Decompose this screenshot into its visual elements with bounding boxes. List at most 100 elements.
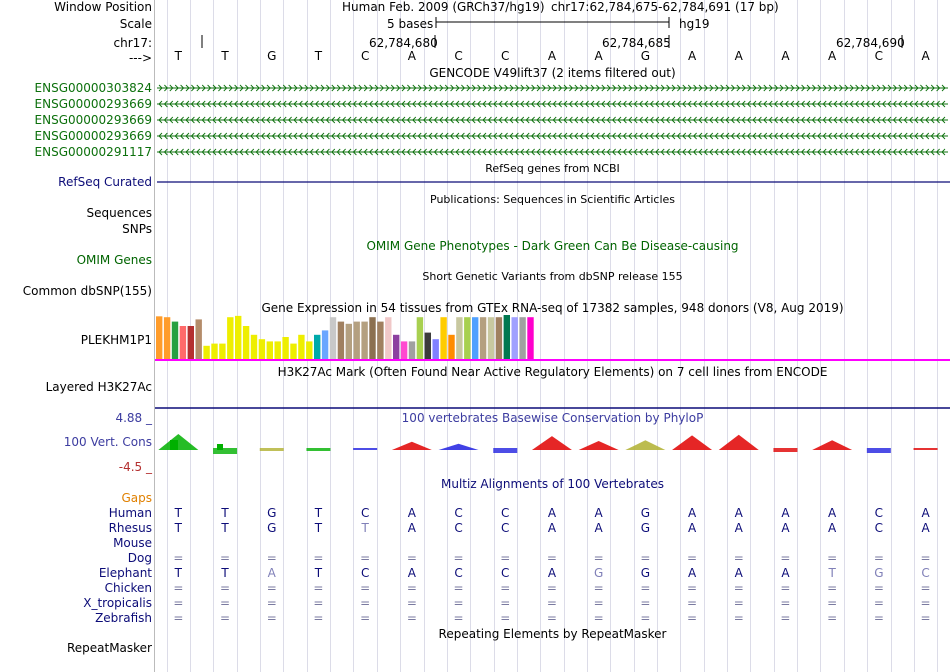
assembly-label[interactable]: Human Feb. 2009 (GRCh37/hg19) bbox=[342, 0, 545, 14]
strand-chevron bbox=[622, 148, 627, 156]
strand-chevron bbox=[752, 84, 757, 92]
publications-track-title[interactable]: Publications: Sequences in Scientific Ar… bbox=[430, 193, 675, 206]
omim-label[interactable]: OMIM Genes bbox=[76, 253, 152, 267]
species-label[interactable]: Chicken bbox=[104, 581, 152, 595]
aligned-base: = bbox=[406, 551, 417, 565]
h3k27ac-label[interactable]: Layered H3K27Ac bbox=[45, 380, 152, 394]
strand-chevron bbox=[585, 84, 590, 92]
gtex-gene-label[interactable]: PLEKHM1P1 bbox=[80, 333, 152, 347]
strand-chevron bbox=[196, 148, 201, 156]
strand-chevron bbox=[800, 116, 805, 124]
gaps-label[interactable]: Gaps bbox=[121, 491, 152, 505]
refseq-label[interactable]: RefSeq Curated bbox=[58, 175, 152, 189]
guideline bbox=[470, 0, 472, 672]
aligned-base: T bbox=[314, 521, 323, 535]
gencode-gene-label[interactable]: ENSG00000303824 bbox=[34, 81, 152, 95]
strand-chevron bbox=[611, 132, 616, 140]
phylop-label[interactable]: 100 Vert. Cons bbox=[63, 435, 152, 449]
phylop-track-title[interactable]: 100 vertebrates Basewise Conservation by… bbox=[401, 411, 704, 425]
species-label[interactable]: Rhesus bbox=[108, 521, 152, 535]
strand-chevron bbox=[315, 84, 320, 92]
strand-chevron bbox=[871, 84, 876, 92]
phylop-base-logo bbox=[438, 443, 479, 450]
strand-chevron bbox=[379, 148, 384, 156]
strand-chevron bbox=[266, 116, 271, 124]
aligned-base: = bbox=[827, 611, 838, 625]
aligned-base: = bbox=[546, 596, 557, 610]
strand-chevron bbox=[482, 132, 487, 140]
strand-chevron bbox=[341, 116, 346, 124]
gtex-track-title[interactable]: Gene Expression in 54 tissues from GTEx … bbox=[261, 301, 844, 315]
gencode-gene-label[interactable]: ENSG00000293669 bbox=[34, 97, 152, 111]
strand-chevron bbox=[314, 100, 319, 108]
aligned-base: A bbox=[921, 521, 930, 535]
repeatmasker-label[interactable]: RepeatMasker bbox=[66, 641, 152, 655]
strand-chevron bbox=[682, 116, 687, 124]
species-label[interactable]: Dog bbox=[127, 551, 152, 565]
strand-chevron bbox=[358, 148, 363, 156]
strand-chevron bbox=[903, 100, 908, 108]
aligned-base: T bbox=[221, 506, 229, 520]
strand-chevron bbox=[412, 132, 417, 140]
strand-chevron bbox=[741, 148, 746, 156]
aligned-base: = bbox=[360, 596, 371, 610]
refseq-track-title[interactable]: RefSeq genes from NCBI bbox=[485, 162, 620, 175]
strand-chevron bbox=[498, 132, 503, 140]
strand-chevron bbox=[358, 132, 363, 140]
strand-chevron bbox=[638, 116, 643, 124]
strand-chevron bbox=[811, 132, 816, 140]
species-label[interactable]: Human bbox=[108, 506, 152, 520]
strand-chevron bbox=[914, 84, 919, 92]
species-label[interactable]: Zebrafish bbox=[95, 611, 152, 625]
gtex-tissue-bar bbox=[440, 317, 447, 359]
strand-chevron bbox=[336, 84, 341, 92]
species-label[interactable]: Elephant bbox=[98, 566, 152, 580]
aligned-base: T bbox=[174, 566, 183, 580]
aligned-base: = bbox=[780, 611, 791, 625]
strand-chevron bbox=[763, 116, 768, 124]
aligned-base: = bbox=[313, 581, 324, 595]
reference-base: C bbox=[874, 49, 884, 63]
sequences-label[interactable]: Sequences bbox=[86, 206, 152, 220]
gencode-gene-label[interactable]: ENSG00000293669 bbox=[34, 113, 152, 127]
strand-chevron bbox=[752, 116, 757, 124]
strand-chevron bbox=[547, 148, 552, 156]
gencode-gene-label[interactable]: ENSG00000293669 bbox=[34, 129, 152, 143]
strand-chevron bbox=[768, 100, 773, 108]
strand-chevron bbox=[174, 84, 179, 92]
strand-chevron bbox=[174, 100, 179, 108]
dbsnp-track-title[interactable]: Short Genetic Variants from dbSNP releas… bbox=[422, 270, 683, 283]
species-label[interactable]: X_tropicalis bbox=[83, 596, 152, 610]
strand-chevron bbox=[574, 84, 579, 92]
species-label[interactable]: Mouse bbox=[113, 536, 152, 550]
aligned-base: = bbox=[453, 581, 464, 595]
strand-chevron bbox=[482, 84, 487, 92]
multiz-track-title[interactable]: Multiz Alignments of 100 Vertebrates bbox=[440, 477, 665, 491]
gencode-gene-label[interactable]: ENSG00000291117 bbox=[34, 145, 152, 159]
strand-chevron bbox=[698, 116, 703, 124]
strand-chevron bbox=[655, 116, 660, 124]
strand-chevron bbox=[547, 116, 552, 124]
strand-chevron bbox=[412, 148, 417, 156]
guideline bbox=[680, 0, 682, 672]
omim-track-title[interactable]: OMIM Gene Phenotypes - Dark Green Can Be… bbox=[366, 239, 739, 253]
strand-chevron bbox=[763, 132, 768, 140]
strand-chevron bbox=[763, 100, 768, 108]
phylop-score-bar bbox=[217, 444, 223, 450]
strand-chevron bbox=[401, 132, 406, 140]
aligned-base: = bbox=[406, 581, 417, 595]
reference-base: A bbox=[594, 49, 603, 63]
snps-label[interactable]: SNPs bbox=[122, 222, 152, 236]
h3k27ac-track-title[interactable]: H3K27Ac Mark (Often Found Near Active Re… bbox=[277, 365, 828, 379]
aligned-base: = bbox=[500, 551, 511, 565]
dbsnp-label[interactable]: Common dbSNP(155) bbox=[22, 284, 152, 298]
position-label[interactable]: chr17:62,784,675-62,784,691 (17 bp) bbox=[551, 0, 779, 14]
aligned-base: A bbox=[781, 506, 790, 520]
repeatmasker-track-title[interactable]: Repeating Elements by RepeatMasker bbox=[438, 627, 667, 641]
strand-chevron bbox=[941, 100, 946, 108]
strand-chevron bbox=[341, 148, 346, 156]
strand-chevron bbox=[719, 116, 724, 124]
gencode-track-title[interactable]: GENCODE V49lift37 (2 items filtered out) bbox=[429, 66, 676, 80]
strand-chevron bbox=[817, 148, 822, 156]
aligned-base: = bbox=[827, 551, 838, 565]
